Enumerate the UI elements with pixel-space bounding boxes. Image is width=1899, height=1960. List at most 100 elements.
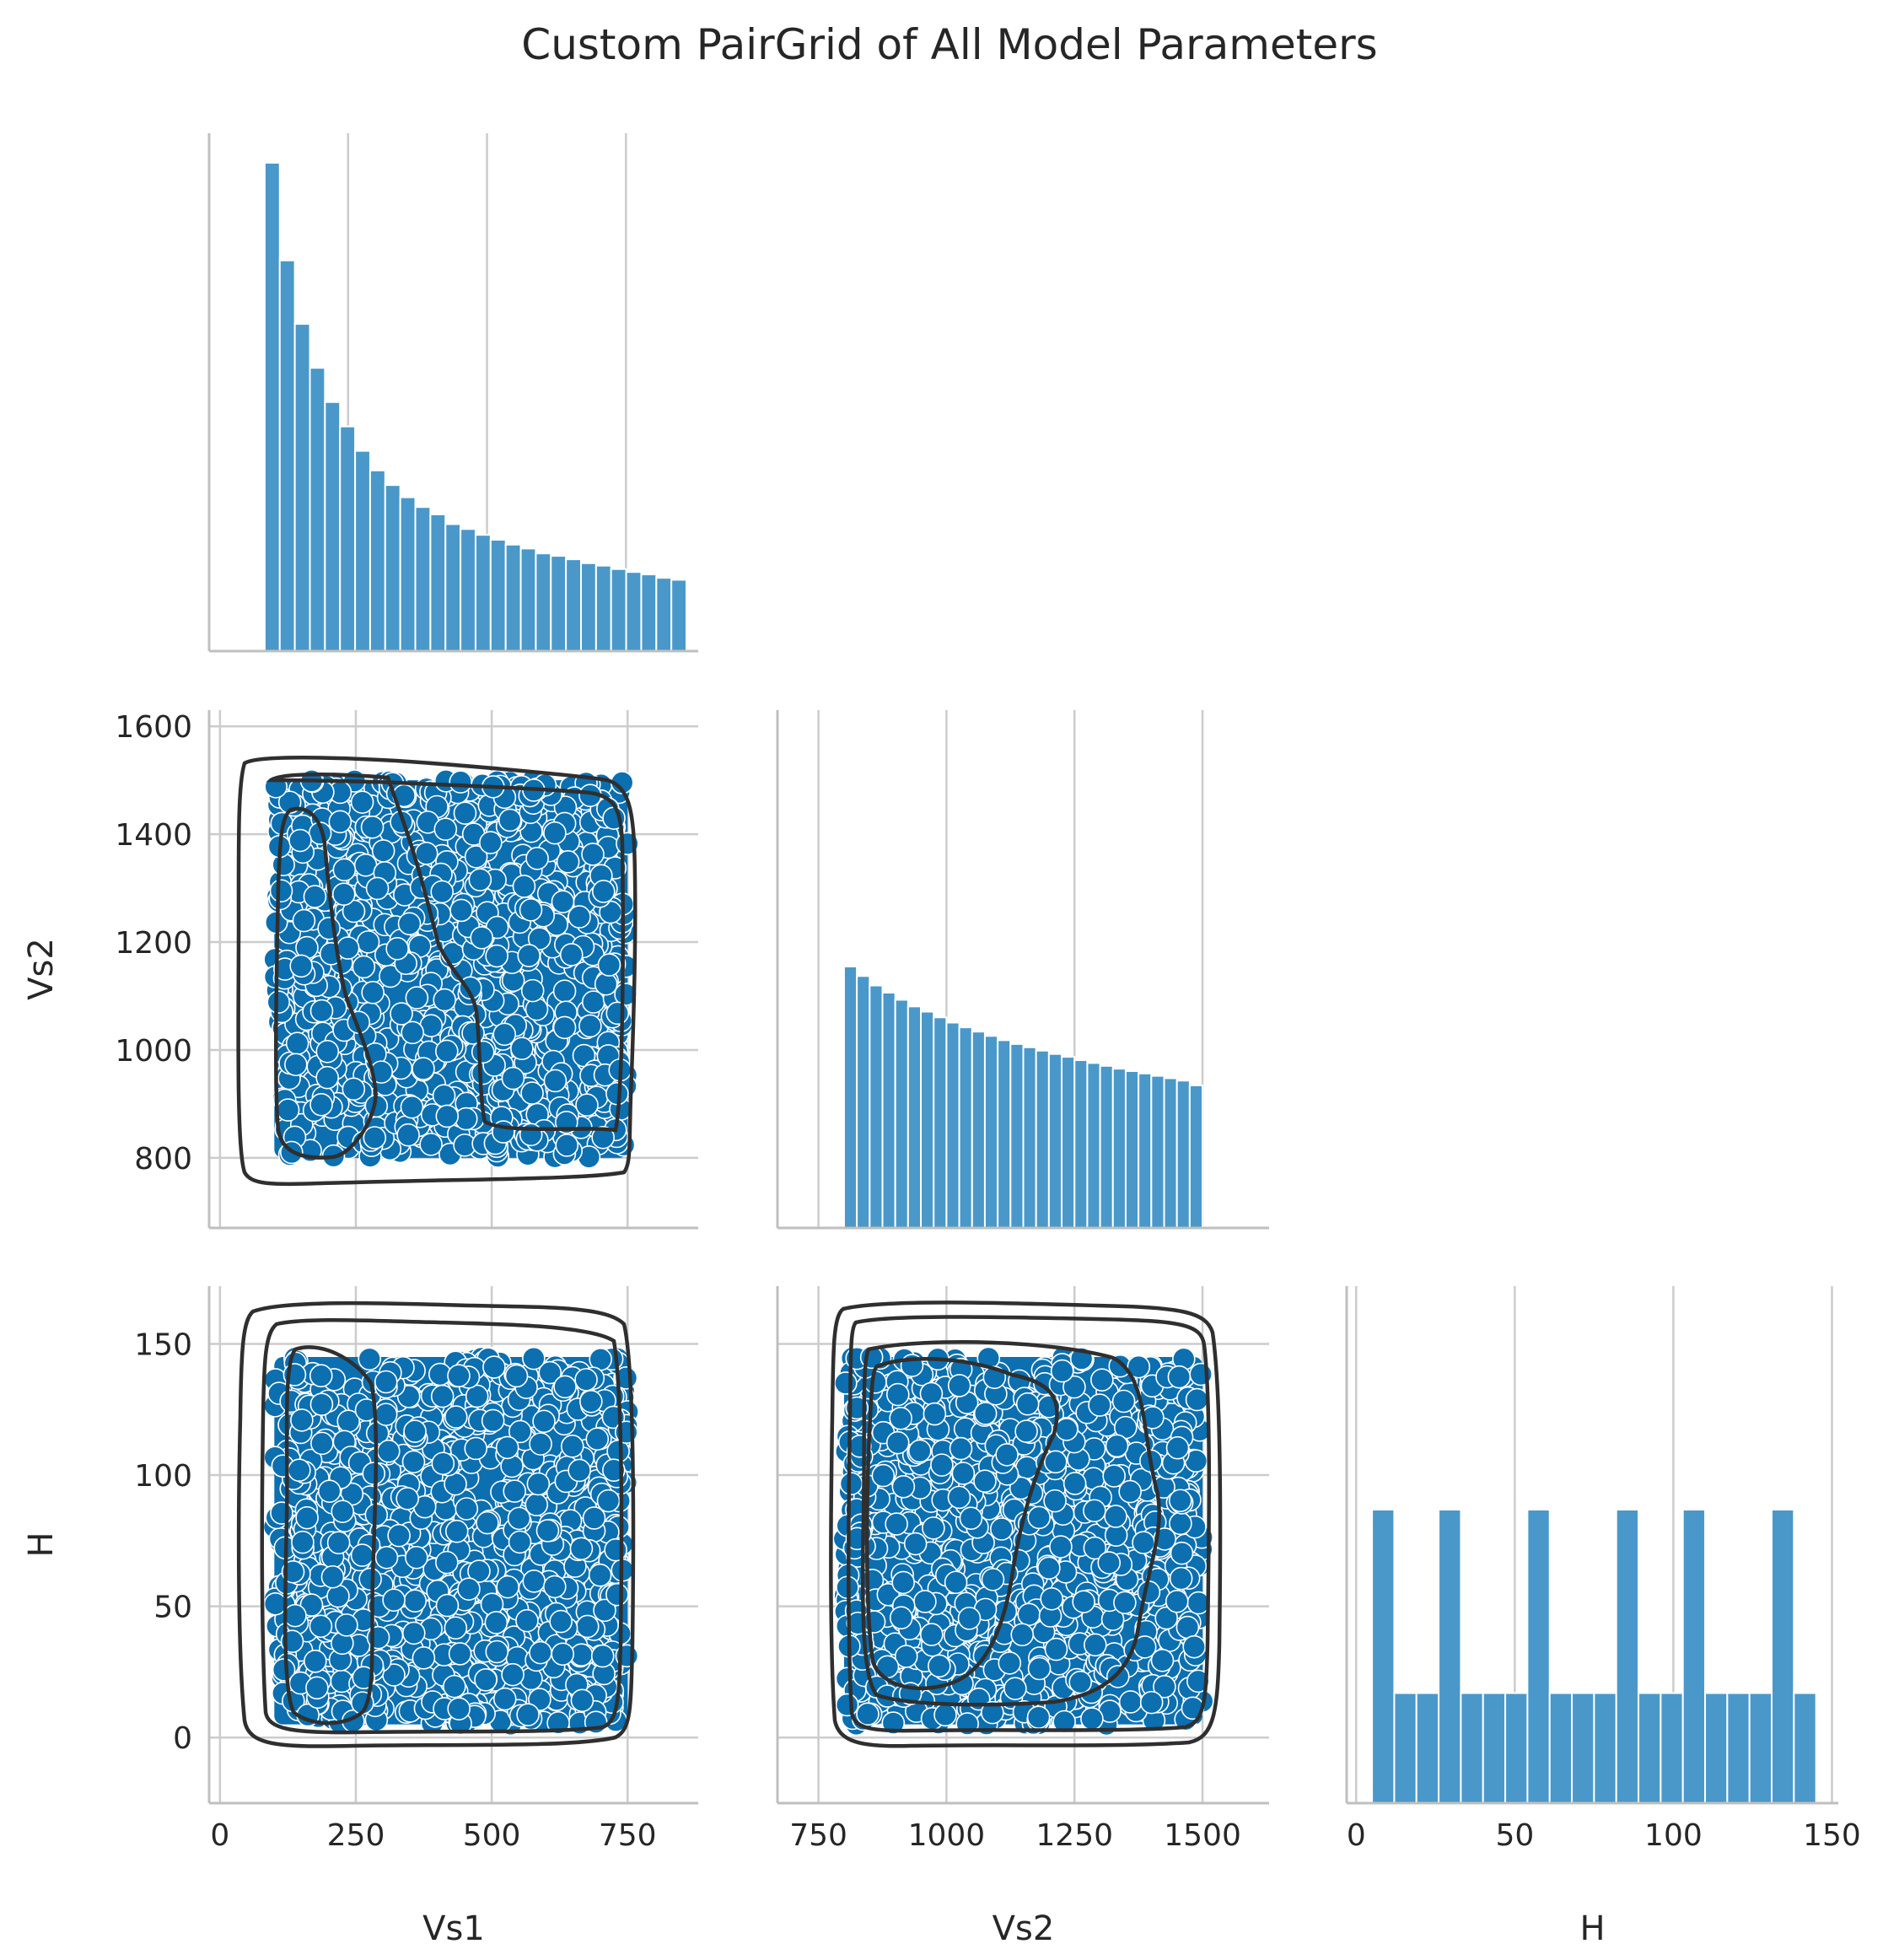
panel-6-bar — [1615, 1509, 1640, 1804]
panel-6-bar — [1393, 1692, 1418, 1804]
panel-5-point — [973, 1469, 997, 1494]
panel-5-point — [1072, 1590, 1095, 1613]
panel-5-point — [1043, 1489, 1067, 1513]
panel-1-bar — [263, 162, 281, 652]
panel-5-point — [1014, 1419, 1038, 1443]
panel-2-point — [350, 790, 374, 814]
panel-2-point — [414, 842, 438, 865]
panel-4-point — [532, 1409, 556, 1434]
panel-5-point — [949, 1436, 973, 1461]
panel-2-point — [527, 927, 551, 950]
panel-5-point — [1088, 1393, 1111, 1417]
panel-4-point — [326, 1531, 351, 1555]
panel-4-point — [507, 1506, 531, 1531]
panel-4-point — [387, 1523, 411, 1548]
panel-6-x-axis-label: H — [1579, 1909, 1605, 1948]
panel-3-bar — [945, 1021, 960, 1229]
panel-5-point — [1017, 1602, 1041, 1627]
panel-4-y-tick-label: 150 — [134, 1327, 192, 1362]
panel-6-bar — [1504, 1692, 1529, 1804]
panel-6-bar — [1726, 1692, 1751, 1804]
panel-4-point — [403, 1419, 427, 1443]
panel-5-point — [871, 1463, 896, 1488]
panel-6-bar — [1371, 1509, 1396, 1804]
panel-5-point — [1015, 1392, 1040, 1416]
panel-2-point — [555, 1133, 579, 1157]
panel-4-point — [317, 1479, 342, 1503]
panel-5-point — [1185, 1387, 1209, 1412]
panel-1-bar — [444, 523, 462, 653]
panel-4-point — [358, 1567, 382, 1591]
panel-5-point — [1055, 1418, 1079, 1441]
panel-2-point — [551, 890, 575, 913]
panel-4-point — [326, 1584, 350, 1608]
panel-4-x-tick-label: 0 — [210, 1818, 229, 1853]
panel-2-point — [433, 817, 458, 842]
panel-1-bar — [670, 579, 688, 652]
panel-2-y-tick-label: 800 — [134, 1142, 192, 1177]
panel-5-point — [951, 1462, 976, 1485]
panel-6-bar — [1681, 1509, 1707, 1804]
panel-2-point — [597, 953, 621, 977]
panel-4-point — [496, 1575, 519, 1599]
panel-4-point — [320, 1564, 345, 1589]
panel-5-point — [889, 1406, 912, 1430]
panel-3-bar — [1022, 1046, 1037, 1230]
panel-5 — [776, 1286, 1269, 1805]
panel-2-point — [430, 880, 455, 904]
panel-2-point — [435, 1104, 460, 1128]
panel-5-point — [1127, 1354, 1151, 1379]
panel-4-point — [405, 1545, 428, 1570]
panel-5-point — [1175, 1615, 1200, 1640]
panel-4-point — [443, 1674, 466, 1699]
panel-4-point — [358, 1347, 382, 1371]
panel-5-point — [1026, 1705, 1051, 1729]
panel-5-point — [1037, 1556, 1061, 1580]
panel-2-y-tick-label: 1000 — [115, 1034, 192, 1069]
panel-4-point — [401, 1450, 426, 1474]
panel-4-point — [508, 1530, 532, 1554]
panel-4-point — [549, 1609, 573, 1634]
panel-1-bar — [460, 528, 476, 652]
panel-2-point — [432, 1084, 456, 1107]
panel-1-bar — [655, 577, 673, 653]
panel-4-point — [335, 1613, 358, 1637]
panel-2-point — [396, 1123, 420, 1147]
panel-5-point — [959, 1506, 983, 1530]
panel-4-point — [515, 1608, 539, 1633]
panel-6-x-tick-label: 0 — [1347, 1818, 1366, 1853]
panel-1-bar — [504, 543, 522, 653]
panel-3-bar — [842, 966, 858, 1229]
panel-3-bar — [958, 1026, 973, 1230]
panel-5-point — [919, 1381, 944, 1406]
panel-5-point — [1111, 1389, 1136, 1413]
panel-5-point — [981, 1700, 1004, 1725]
panel-5-point — [973, 1402, 998, 1425]
panel-1-bar — [625, 571, 643, 653]
panel-4-point — [374, 1545, 399, 1570]
panel-5-point — [1154, 1606, 1179, 1630]
panel-2-point — [479, 831, 503, 854]
panel-4-point — [331, 1500, 355, 1523]
panel-3-bar — [869, 984, 884, 1229]
panel-5-point — [1050, 1359, 1074, 1383]
panel-5-point — [1169, 1511, 1192, 1536]
panel-2-point — [449, 898, 473, 923]
panel-2-point — [385, 937, 409, 961]
panel-4-point — [288, 1458, 311, 1483]
panel-3-bar — [1150, 1074, 1165, 1229]
panel-5-point — [1106, 1665, 1130, 1688]
panel-2-point — [342, 1077, 366, 1101]
panel-2-point — [578, 1014, 602, 1038]
panel-3-bar — [920, 1010, 935, 1229]
panel-2-point — [498, 808, 522, 832]
panel-5-point — [957, 1607, 982, 1630]
panel-2-point — [288, 828, 312, 853]
panel-4-x-axis-label: Vs1 — [422, 1909, 485, 1948]
panel-4-point — [444, 1519, 469, 1543]
panel-2-point — [605, 1001, 630, 1026]
panel-2-point — [591, 1126, 615, 1150]
panel-4-y-tick-label: 50 — [153, 1591, 192, 1625]
panel-5-point — [1165, 1589, 1189, 1613]
